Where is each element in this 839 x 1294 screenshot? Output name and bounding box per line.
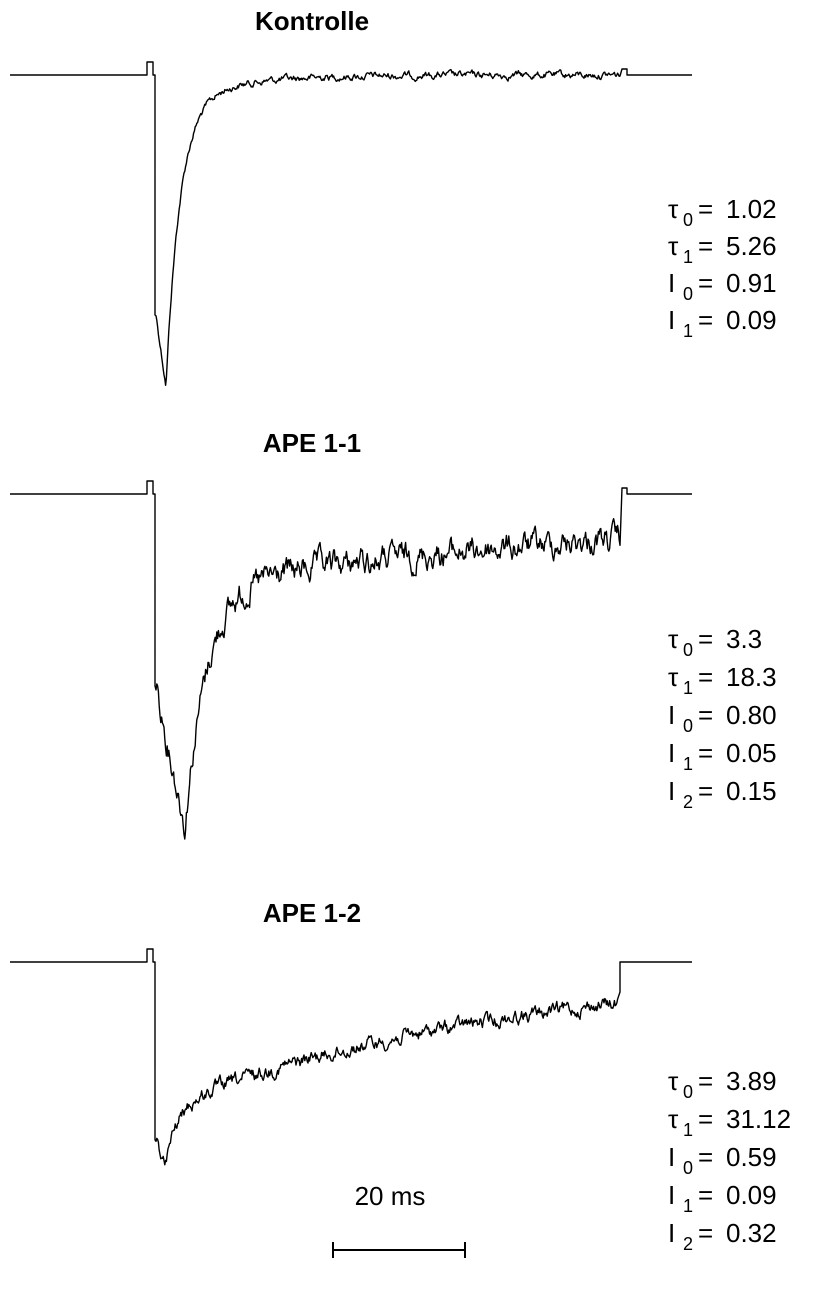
param-value: 0.32 [726, 1218, 777, 1248]
param-symbol: τ [668, 624, 679, 654]
scale-bar [332, 1242, 466, 1258]
param-equals: = [698, 738, 713, 768]
param-value: 31.12 [726, 1104, 791, 1134]
current-trace [10, 948, 692, 1166]
param-subscript: 1 [683, 1196, 693, 1216]
param-symbol: I [668, 738, 675, 768]
param-subscript: 1 [683, 678, 693, 698]
param-equals: = [698, 231, 713, 261]
param-value: 1.02 [726, 194, 777, 224]
param-equals: = [698, 1180, 713, 1210]
param-subscript: 2 [683, 1234, 693, 1254]
param-symbol: τ [668, 662, 679, 692]
param-subscript: 1 [683, 754, 693, 774]
param-subscript: 0 [683, 640, 693, 660]
param-symbol: I [668, 1218, 675, 1248]
param-subscript: 1 [683, 1120, 693, 1140]
param-symbol: τ [668, 1104, 679, 1134]
param-value: 0.09 [726, 305, 777, 335]
panel-title: APE 1-2 [263, 898, 361, 928]
param-subscript: 0 [683, 716, 693, 736]
param-equals: = [698, 662, 713, 692]
current-trace [10, 61, 692, 386]
param-symbol: τ [668, 231, 679, 261]
panel-title: Kontrolle [255, 6, 369, 36]
param-equals: = [698, 624, 713, 654]
param-equals: = [698, 1104, 713, 1134]
param-equals: = [698, 700, 713, 730]
param-value: 0.05 [726, 738, 777, 768]
param-subscript: 0 [683, 1082, 693, 1102]
scale-bar-label: 20 ms [355, 1181, 426, 1211]
param-subscript: 1 [683, 321, 693, 341]
param-subscript: 1 [683, 247, 693, 267]
current-trace [10, 480, 692, 840]
param-value: 0.15 [726, 776, 777, 806]
param-symbol: I [668, 700, 675, 730]
param-value: 0.80 [726, 700, 777, 730]
param-subscript: 0 [683, 284, 693, 304]
param-equals: = [698, 305, 713, 335]
param-equals: = [698, 776, 713, 806]
param-equals: = [698, 268, 713, 298]
param-subscript: 0 [683, 210, 693, 230]
param-value: 3.89 [726, 1066, 777, 1096]
param-symbol: I [668, 776, 675, 806]
param-symbol: τ [668, 1066, 679, 1096]
panel-title: APE 1-1 [263, 428, 361, 458]
param-equals: = [698, 194, 713, 224]
param-symbol: I [668, 1180, 675, 1210]
param-symbol: I [668, 268, 675, 298]
param-value: 0.59 [726, 1142, 777, 1172]
param-equals: = [698, 1142, 713, 1172]
param-equals: = [698, 1066, 713, 1096]
param-subscript: 0 [683, 1158, 693, 1178]
param-value: 0.09 [726, 1180, 777, 1210]
param-value: 18.3 [726, 662, 777, 692]
param-value: 3.3 [726, 624, 762, 654]
param-value: 0.91 [726, 268, 777, 298]
param-symbol: I [668, 1142, 675, 1172]
param-subscript: 2 [683, 792, 693, 812]
param-symbol: I [668, 305, 675, 335]
param-symbol: τ [668, 194, 679, 224]
param-value: 5.26 [726, 231, 777, 261]
param-equals: = [698, 1218, 713, 1248]
